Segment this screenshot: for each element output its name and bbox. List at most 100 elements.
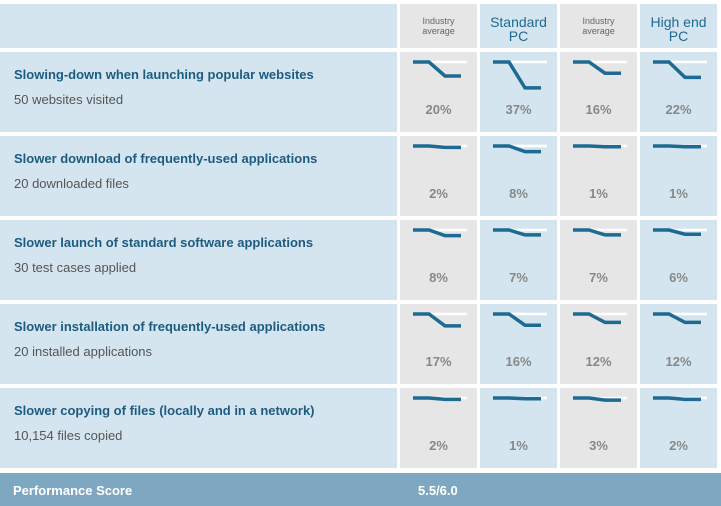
column-header-line1: Standard [490, 14, 547, 30]
test-description-cell: Slower launch of standard software appli… [0, 220, 397, 300]
column-header-3: Industry average [560, 4, 637, 48]
result-cell: 1% [560, 136, 637, 216]
test-subtitle: 10,154 files copied [14, 428, 123, 443]
slowdown-line [413, 312, 461, 328]
slowdown-line [413, 60, 461, 78]
result-cell: 17% [400, 304, 477, 384]
slowdown-percentage: 16% [585, 102, 612, 117]
slowdown-line [413, 396, 461, 402]
slowdown-sparkline [573, 312, 627, 325]
slowdown-line [573, 228, 621, 237]
test-title: Slower installation of frequently-used a… [14, 319, 326, 334]
slowdown-line [493, 312, 541, 327]
slowdown-line [573, 144, 621, 149]
test-subtitle: 20 downloaded files [14, 176, 129, 191]
result-cell: 16% [480, 304, 557, 384]
column-header-1: Industry average [400, 4, 477, 48]
result-cell: 2% [640, 388, 717, 468]
slowdown-line [653, 396, 701, 402]
slowdown-line [493, 396, 541, 401]
slowdown-percentage: 37% [505, 102, 532, 117]
slowdown-sparkline [493, 60, 547, 90]
result-cell: 1% [480, 388, 557, 468]
result-cell: 8% [480, 136, 557, 216]
slowdown-line [653, 60, 701, 80]
result-cell: 3% [560, 388, 637, 468]
test-description-cell: Slower copying of files (locally and in … [0, 388, 397, 468]
slowdown-percentage: 17% [425, 354, 452, 369]
slowdown-line [653, 144, 701, 149]
slowdown-line [573, 60, 621, 75]
slowdown-percentage: 2% [669, 438, 688, 453]
slowdown-percentage: 7% [589, 270, 608, 285]
slowdown-sparkline [653, 60, 707, 80]
slowdown-sparkline [653, 312, 707, 325]
performance-score-bar: Performance Score 5.5/6.0 [0, 473, 721, 506]
slowdown-line [413, 144, 461, 150]
test-title: Slower copying of files (locally and in … [14, 403, 315, 418]
slowdown-sparkline [493, 312, 547, 327]
slowdown-line [653, 312, 701, 325]
slowdown-percentage: 12% [665, 354, 692, 369]
header-row: Industry average Standard PC Industry average… [0, 4, 721, 48]
slowdown-line [493, 228, 541, 237]
slowdown-sparkline [413, 228, 467, 238]
column-header-line2: average [422, 26, 455, 36]
result-cell: 6% [640, 220, 717, 300]
result-cell: 22% [640, 52, 717, 132]
column-header-label: High end PC [640, 15, 717, 43]
test-subtitle: 30 test cases applied [14, 260, 137, 275]
test-subtitle: 20 installed applications [14, 344, 153, 359]
slowdown-sparkline [413, 396, 467, 402]
slowdown-percentage: 1% [509, 438, 528, 453]
test-description-cell: Slower download of frequently-used appli… [0, 136, 397, 216]
slowdown-line [573, 396, 621, 402]
test-title: Slowing-down when launching popular webs… [14, 67, 314, 82]
result-cell: 16% [560, 52, 637, 132]
test-row: Slower installation of frequently-used a… [0, 304, 721, 384]
slowdown-line [493, 60, 541, 90]
result-cell: 12% [640, 304, 717, 384]
header-blank-cell [0, 4, 397, 48]
slowdown-percentage: 3% [589, 438, 608, 453]
result-cell: 2% [400, 136, 477, 216]
slowdown-line [573, 312, 621, 325]
test-description-cell: Slower installation of frequently-used a… [0, 304, 397, 384]
slowdown-sparkline [493, 144, 547, 154]
slowdown-percentage: 12% [585, 354, 612, 369]
column-header-label: Industry average [560, 16, 637, 36]
column-header-line2: PC [668, 28, 689, 44]
test-row: Slowing-down when launching popular webs… [0, 52, 721, 132]
result-cell: 2% [400, 388, 477, 468]
column-header-line1: High end [650, 14, 707, 30]
slowdown-sparkline [653, 396, 707, 402]
slowdown-sparkline [653, 228, 707, 236]
slowdown-percentage: 2% [429, 186, 448, 201]
slowdown-percentage: 6% [669, 270, 688, 285]
slowdown-line [493, 144, 541, 154]
slowdown-percentage: 2% [429, 438, 448, 453]
slowdown-percentage: 1% [669, 186, 688, 201]
result-cell: 1% [640, 136, 717, 216]
slowdown-sparkline [573, 396, 627, 402]
slowdown-percentage: 22% [665, 102, 692, 117]
column-header-4: High end PC [640, 4, 717, 48]
test-row: Slower download of frequently-used appli… [0, 136, 721, 216]
test-row: Slower copying of files (locally and in … [0, 388, 721, 468]
column-header-label: Industry average [400, 16, 477, 36]
column-header-line2: average [582, 26, 615, 36]
slowdown-percentage: 16% [505, 354, 532, 369]
column-header-line1: Industry [582, 16, 615, 26]
result-cell: 20% [400, 52, 477, 132]
result-cell: 12% [560, 304, 637, 384]
column-header-line1: Industry [422, 16, 455, 26]
slowdown-sparkline [573, 228, 627, 237]
slowdown-sparkline [573, 144, 627, 149]
slowdown-percentage: 20% [425, 102, 452, 117]
test-title: Slower download of frequently-used appli… [14, 151, 318, 166]
slowdown-sparkline [493, 396, 547, 401]
result-cell: 37% [480, 52, 557, 132]
result-cell: 7% [560, 220, 637, 300]
test-row: Slower launch of standard software appli… [0, 220, 721, 300]
slowdown-sparkline [413, 144, 467, 150]
